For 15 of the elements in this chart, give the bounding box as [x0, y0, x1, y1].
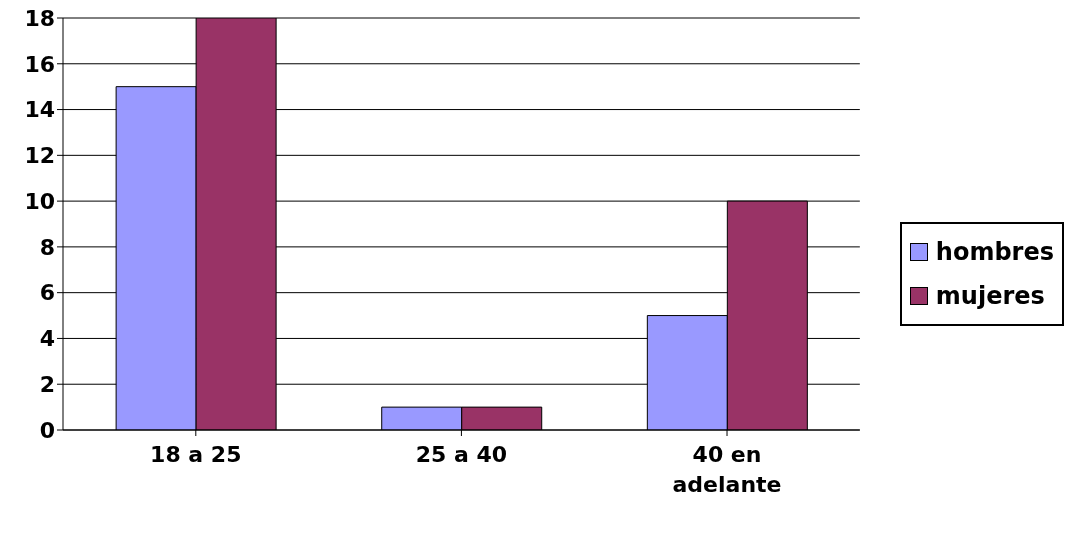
y-tick-label: 0: [39, 417, 55, 443]
legend-label: hombres: [934, 237, 1054, 268]
y-tick-label: 8: [39, 234, 55, 260]
x-tick-label: 25 a 40: [415, 442, 508, 467]
legend-label: mujeres: [934, 281, 1046, 312]
y-tick-label: 12: [24, 143, 55, 169]
y-tick-label: 6: [39, 280, 55, 306]
y-tick-label: 10: [24, 188, 55, 214]
x-tick-label: 18 a 25: [150, 442, 242, 467]
x-tick-label: 40 en adelante: [672, 442, 782, 497]
y-tick-label: 4: [39, 326, 55, 352]
y-tick-label: 2: [39, 372, 55, 398]
y-tick-label: 16: [24, 51, 55, 77]
y-tick-label: 18: [24, 5, 55, 31]
y-tick-label: 14: [24, 97, 55, 123]
